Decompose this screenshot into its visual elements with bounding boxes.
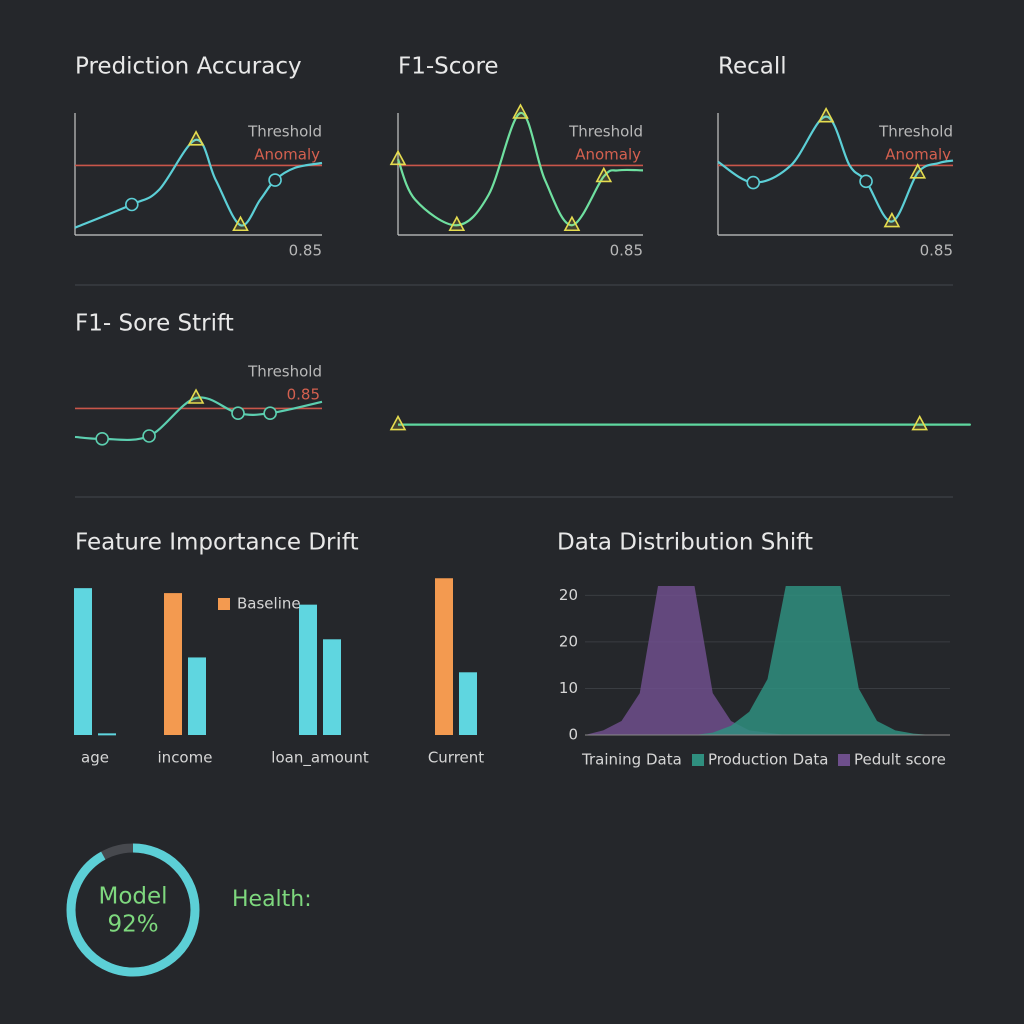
x-tick-label: age [81, 749, 109, 767]
bar [435, 578, 453, 735]
x-tick-label: loan_amount [271, 749, 369, 768]
annotation: Anomaly [885, 146, 951, 164]
annotation: Anomaly [254, 146, 320, 164]
point-marker [231, 406, 245, 421]
y-tick-label: 0 [568, 726, 578, 744]
y-tick-label: 20 [559, 586, 578, 604]
annotation: 0.85 [610, 242, 643, 260]
point-marker [125, 197, 139, 212]
annotation: Anomaly [575, 146, 641, 164]
chart-title: Data Distribution Shift [557, 530, 813, 556]
x-tick-label: income [158, 749, 213, 767]
point-marker [746, 175, 761, 190]
x-tick-label: Current [428, 749, 484, 767]
legend-swatch [692, 754, 704, 766]
bar [323, 639, 341, 735]
line-series [717, 115, 954, 223]
bar [188, 657, 206, 735]
line-series [396, 111, 644, 227]
chart-title: Recall [718, 54, 787, 80]
chart-title: Feature Importance Drift [75, 530, 359, 556]
anomaly-marker [817, 106, 835, 123]
anomaly-marker [563, 215, 581, 232]
area-series [585, 586, 950, 735]
anomaly-marker [232, 215, 249, 232]
chart-title: Prediction Accuracy [75, 54, 302, 80]
line-series [74, 396, 323, 442]
area-series [585, 586, 950, 735]
bar [74, 588, 92, 735]
y-tick-label: 20 [559, 632, 578, 650]
point-marker [142, 429, 156, 443]
line-series [74, 138, 323, 229]
legend-label: Training Data [581, 751, 682, 769]
gauge-label: Model [98, 884, 167, 910]
annotation: Threshold [247, 363, 322, 381]
point-marker [263, 406, 277, 421]
annotation: Threshold [878, 123, 953, 141]
anomaly-marker [883, 211, 901, 228]
chart-title: F1- Sore Strift [75, 311, 234, 337]
annotation: 0.85 [289, 242, 322, 260]
anomaly-marker [911, 414, 929, 431]
anomaly-marker [389, 414, 407, 431]
legend-label: Pedult score [854, 751, 946, 769]
legend-label: Baseline [237, 595, 301, 613]
bar [98, 733, 116, 736]
anomaly-marker [389, 149, 407, 166]
point-marker [268, 173, 282, 187]
anomaly-marker [512, 103, 529, 119]
legend-swatch [218, 598, 230, 610]
point-marker [859, 174, 873, 189]
bar [459, 672, 477, 735]
annotation: Threshold [568, 123, 643, 141]
y-tick-label: 10 [559, 679, 578, 697]
bar [164, 593, 182, 735]
anomaly-marker [448, 215, 466, 232]
annotation: 0.85 [287, 386, 320, 404]
legend-label: Production Data [708, 751, 828, 769]
gauge-value: 92% [107, 912, 158, 938]
gauge-arc [66, 843, 200, 977]
anomaly-marker [187, 388, 205, 404]
point-marker [95, 432, 109, 446]
anomaly-marker [187, 130, 205, 146]
anomaly-marker [595, 166, 613, 183]
legend-swatch [838, 754, 850, 766]
chart-title: F1-Score [398, 54, 499, 80]
annotation: Threshold [247, 123, 322, 141]
health-label: Health: [232, 887, 312, 912]
bar [299, 604, 317, 735]
annotation: 0.85 [920, 242, 953, 260]
anomaly-marker [909, 163, 927, 179]
